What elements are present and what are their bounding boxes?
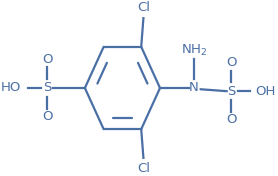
Text: O: O <box>226 56 237 69</box>
Text: S: S <box>43 81 51 95</box>
Text: O: O <box>42 53 53 66</box>
Text: Cl: Cl <box>137 162 150 175</box>
Text: N: N <box>189 81 199 95</box>
Text: S: S <box>227 85 236 98</box>
Text: O: O <box>226 113 237 126</box>
Text: OH: OH <box>256 85 276 98</box>
Text: NH$_2$: NH$_2$ <box>181 43 207 58</box>
Text: HO: HO <box>0 81 21 95</box>
Text: Cl: Cl <box>137 1 150 14</box>
Text: O: O <box>42 110 53 123</box>
